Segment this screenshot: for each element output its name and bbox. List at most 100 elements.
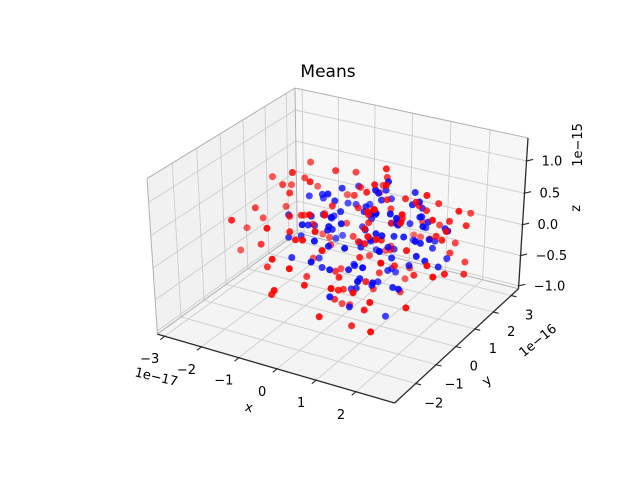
red-scatter-point <box>357 183 365 191</box>
red-scatter-point <box>371 181 379 189</box>
blue-scatter-point <box>369 279 377 287</box>
pane-edge-group <box>146 87 529 335</box>
red-scatter-point <box>303 273 311 280</box>
red-scatter-point <box>356 253 364 261</box>
blue-scatter-point <box>351 262 359 270</box>
z-tick-mark <box>525 158 534 162</box>
red-scatter-point <box>306 178 314 186</box>
red-scatter-point <box>383 196 391 204</box>
red-scatter-point <box>460 270 468 278</box>
y-offset-text: 1e−16 <box>517 321 560 360</box>
red-scatter-point <box>343 191 351 199</box>
pane-edge <box>294 87 529 139</box>
red-scatter-point <box>451 239 459 247</box>
blue-scatter-point <box>344 199 352 207</box>
red-scatter-point <box>343 219 351 227</box>
red-scatter-point <box>297 211 305 219</box>
red-scatter-point <box>446 217 453 225</box>
red-scatter-point <box>326 233 334 241</box>
blue-scatter-point <box>345 266 353 274</box>
z-tick-label: 0.0 <box>538 218 559 233</box>
z-offset-text: 1e−15 <box>571 123 586 167</box>
y-tick-label: −2 <box>424 397 443 412</box>
red-scatter-point <box>337 265 345 273</box>
blue-scatter-point <box>372 186 380 194</box>
blue-scatter-point <box>324 190 332 198</box>
y-tick-mark <box>473 328 481 331</box>
z-tick-label: −1.0 <box>534 279 566 294</box>
red-scatter-point <box>364 233 372 241</box>
blue-scatter-point <box>285 233 293 241</box>
y-tick-label: 0 <box>470 360 478 375</box>
blue-scatter-point <box>305 192 313 200</box>
red-scatter-point <box>228 216 236 224</box>
red-scatter-point <box>401 275 409 283</box>
y-tick-mark <box>414 382 422 386</box>
blue-scatter-point <box>324 242 332 250</box>
red-scatter-point <box>259 214 267 222</box>
blue-scatter-point <box>394 285 402 293</box>
red-scatter-point <box>382 165 390 173</box>
red-scatter-point <box>461 258 469 266</box>
z-axis-label: z <box>569 205 584 212</box>
red-scatter-point <box>285 265 293 273</box>
red-scatter-point <box>363 188 371 196</box>
blue-scatter-point <box>337 220 345 228</box>
red-scatter-point <box>398 211 406 219</box>
red-scatter-point <box>286 212 294 220</box>
z-tick-label: 1.0 <box>542 154 563 169</box>
red-scatter-point <box>319 230 327 238</box>
red-scatter-point <box>282 202 290 210</box>
red-scatter-point <box>436 221 444 229</box>
red-scatter-point <box>321 211 329 219</box>
blue-scatter-point <box>384 243 392 251</box>
scatter-group <box>228 158 475 336</box>
red-scatter-point <box>402 304 410 312</box>
blue-scatter-point <box>382 312 389 320</box>
blue-scatter-point <box>393 214 400 222</box>
red-scatter-point <box>257 240 265 248</box>
red-scatter-point <box>338 300 346 308</box>
x-tick-mark <box>311 379 318 385</box>
blue-scatter-point <box>327 213 335 221</box>
red-scatter-point <box>360 306 368 314</box>
blue-scatter-point <box>388 254 396 262</box>
red-scatter-point <box>370 206 378 214</box>
red-scatter-point <box>270 287 278 294</box>
blue-scatter-point <box>389 284 397 291</box>
x-tick-mark <box>160 335 166 341</box>
chart-title: Means <box>300 62 356 82</box>
blue-scatter-point <box>354 278 362 286</box>
y-tick-mark <box>435 363 442 367</box>
blue-scatter-point <box>315 254 323 262</box>
red-scatter-point <box>299 236 306 244</box>
y-tick-mark <box>454 345 462 349</box>
red-scatter-point <box>432 232 440 240</box>
blue-scatter-point <box>390 232 398 240</box>
z-tick-mark <box>521 222 530 226</box>
red-scatter-point <box>412 198 420 206</box>
y-tick-mark <box>510 294 517 298</box>
pane-edge <box>297 232 519 290</box>
red-scatter-point <box>311 228 319 236</box>
blue-scatter-point <box>382 186 390 194</box>
red-scatter-point <box>243 224 251 232</box>
pane-group <box>147 88 528 403</box>
blue-scatter-point <box>384 267 392 274</box>
red-scatter-point <box>423 192 431 199</box>
red-scatter-point <box>349 232 357 240</box>
blue-scatter-point <box>429 244 436 252</box>
red-scatter-point <box>327 285 335 292</box>
blue-scatter-point <box>375 248 383 255</box>
red-scatter-point <box>286 228 294 236</box>
red-scatter-point <box>348 322 356 330</box>
red-scatter-point <box>403 247 410 255</box>
blue-scatter-point <box>325 223 333 231</box>
red-scatter-point <box>375 269 383 277</box>
red-scatter-point <box>442 228 450 235</box>
x-tick-mark <box>234 356 240 362</box>
red-scatter-point <box>288 169 296 176</box>
z-axis-line <box>517 137 529 289</box>
